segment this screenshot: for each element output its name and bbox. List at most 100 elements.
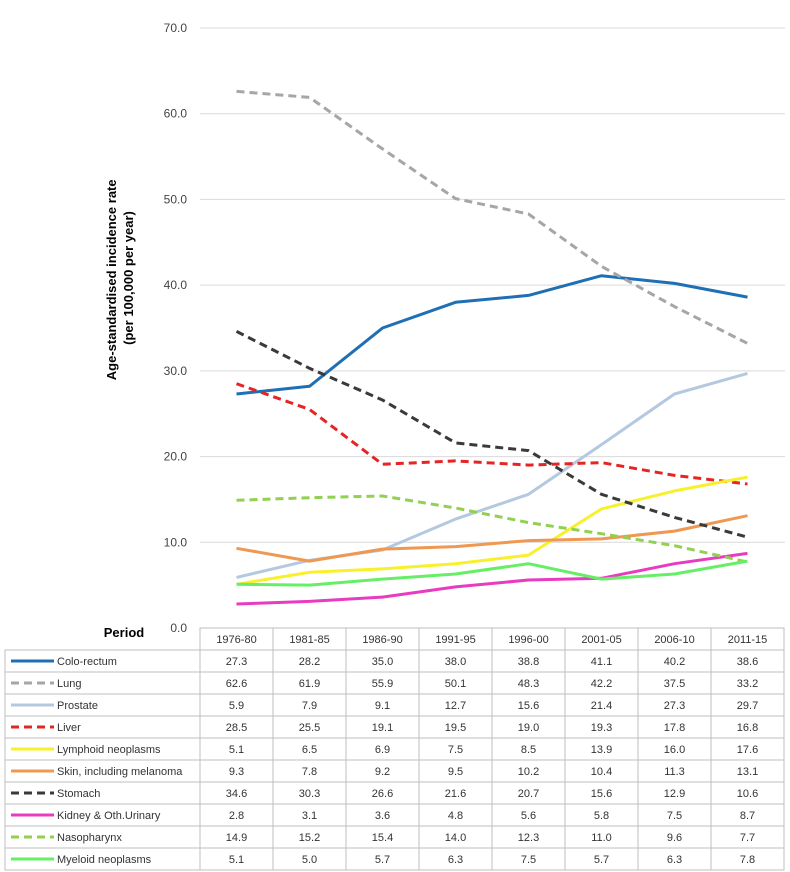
series-name-nasopharynx: Nasopharynx (57, 832, 122, 844)
y-tick-label: 0.0 (170, 621, 187, 635)
series-name-kidney-oth-urinary: Kidney & Oth.Urinary (57, 810, 161, 822)
data-label: 15.6 (591, 788, 612, 800)
series-name-myeloid-neoplasms: Myeloid neoplasms (57, 854, 152, 866)
data-label: 3.1 (302, 810, 317, 822)
data-label: 30.3 (299, 788, 320, 800)
data-label: 13.1 (737, 766, 758, 778)
series-line-kidney-oth-urinary (236, 551, 748, 606)
series-line-lung (236, 89, 749, 345)
data-label: 15.6 (518, 700, 539, 712)
data-label: 5.7 (594, 854, 609, 866)
data-label: 40.2 (664, 656, 685, 668)
data-label: 35.0 (372, 656, 393, 668)
data-label: 48.3 (518, 678, 539, 690)
data-label: 16.0 (664, 744, 685, 756)
data-label: 7.9 (302, 700, 317, 712)
series-line-myeloid-neoplasms (236, 559, 748, 587)
series-name-lymphoid-neoplasms: Lymphoid neoplasms (57, 744, 161, 756)
data-label: 29.7 (737, 700, 758, 712)
y-tick-label: 30.0 (164, 364, 188, 378)
series-name-prostate: Prostate (57, 700, 98, 712)
gridlines (200, 27, 785, 543)
data-label: 9.6 (667, 832, 682, 844)
series-line-skin-including-melanoma (236, 514, 748, 563)
x-category-label: 1986-90 (362, 634, 402, 646)
data-label: 37.5 (664, 678, 685, 690)
data-label: 17.8 (664, 722, 685, 734)
data-label: 11.3 (664, 766, 685, 778)
data-label: 38.0 (445, 656, 466, 668)
data-label: 5.9 (229, 700, 244, 712)
x-category-label: 2011-15 (728, 634, 768, 646)
y-axis-label-line1: Age-standardised incidence rate (104, 179, 119, 380)
y-tick-label: 20.0 (164, 450, 188, 464)
table-period-title: Period (104, 625, 145, 640)
y-tick-label: 10.0 (164, 535, 188, 549)
data-label: 26.6 (372, 788, 393, 800)
data-label: 62.6 (226, 678, 247, 690)
data-label: 12.3 (518, 832, 539, 844)
data-label: 3.6 (375, 810, 390, 822)
y-tick-label: 40.0 (164, 278, 188, 292)
y-tick-label: 60.0 (164, 107, 188, 121)
data-label: 41.1 (591, 656, 612, 668)
data-label: 15.2 (299, 832, 320, 844)
data-label: 28.2 (299, 656, 320, 668)
series-line-liver (236, 382, 748, 486)
data-label: 7.5 (521, 854, 536, 866)
data-label: 38.6 (737, 656, 758, 668)
series-line-colo-rectum (236, 274, 748, 396)
data-label: 19.0 (518, 722, 539, 734)
data-label: 13.9 (591, 744, 612, 756)
data-label: 27.3 (226, 656, 247, 668)
series-line-lymphoid-neoplasms (236, 475, 748, 586)
data-label: 5.1 (229, 744, 244, 756)
data-label: 34.6 (226, 788, 247, 800)
y-tick-label: 50.0 (164, 192, 188, 206)
data-label: 12.9 (664, 788, 685, 800)
x-category-label: 1981-85 (289, 634, 329, 646)
table-series-cell (4, 671, 201, 695)
data-label: 10.2 (518, 766, 539, 778)
data-label: 19.3 (591, 722, 612, 734)
data-label: 7.5 (667, 810, 682, 822)
data-label: 21.6 (445, 788, 466, 800)
data-label: 25.5 (299, 722, 320, 734)
data-label: 5.7 (375, 854, 390, 866)
data-label: 17.6 (737, 744, 758, 756)
data-label: 19.1 (372, 722, 393, 734)
series-name-liver: Liver (57, 722, 81, 734)
data-label: 6.3 (667, 854, 682, 866)
data-label: 8.7 (740, 810, 755, 822)
series-name-lung: Lung (57, 678, 81, 690)
data-label: 5.8 (594, 810, 609, 822)
data-label: 7.7 (740, 832, 755, 844)
data-label: 19.5 (445, 722, 466, 734)
data-label: 38.8 (518, 656, 539, 668)
data-label: 55.9 (372, 678, 393, 690)
table-series-cell (4, 781, 201, 805)
data-label: 20.7 (518, 788, 539, 800)
data-label: 28.5 (226, 722, 247, 734)
table-series-cell (4, 715, 201, 739)
data-label: 4.8 (448, 810, 463, 822)
data-label: 27.3 (664, 700, 685, 712)
data-label: 6.5 (302, 744, 317, 756)
data-label: 11.0 (591, 832, 612, 844)
data-label: 9.1 (375, 700, 390, 712)
data-label: 21.4 (591, 700, 612, 712)
data-label: 7.5 (448, 744, 463, 756)
data-label: 10.6 (737, 788, 758, 800)
data-label: 5.0 (302, 854, 317, 866)
data-label: 61.9 (299, 678, 320, 690)
data-label: 9.5 (448, 766, 463, 778)
series-name-stomach: Stomach (57, 788, 100, 800)
data-label: 33.2 (737, 678, 758, 690)
y-tick-label: 70.0 (164, 21, 188, 35)
data-label: 6.3 (448, 854, 463, 866)
data-label: 14.0 (445, 832, 466, 844)
data-label: 12.7 (445, 700, 466, 712)
x-category-label: 1976-80 (216, 634, 256, 646)
x-category-label: 2006-10 (654, 634, 694, 646)
